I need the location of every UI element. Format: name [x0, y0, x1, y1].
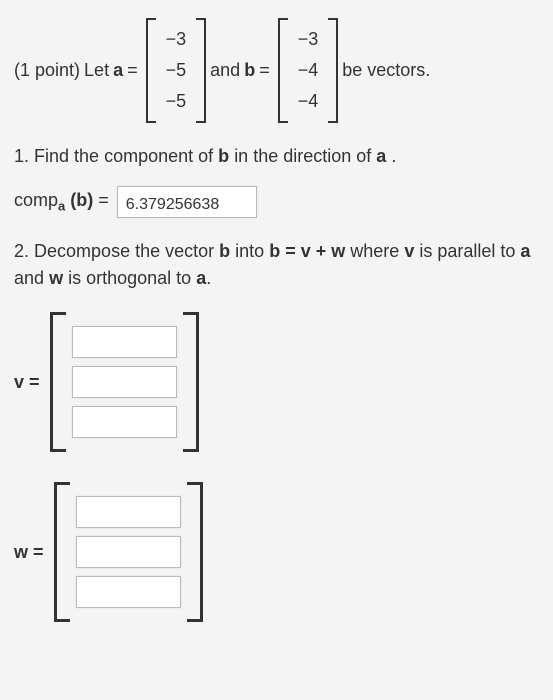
q2-text3: where [350, 241, 399, 261]
v-input-2[interactable] [72, 366, 177, 398]
question-1: 1. Find the component of b in the direct… [14, 143, 539, 170]
w-bracket [54, 482, 203, 622]
equals-sign: = [127, 57, 138, 84]
bracket-right [196, 18, 206, 123]
comp-prefix: comp [14, 190, 58, 210]
w-entries [70, 482, 187, 622]
bracket-left [278, 18, 288, 123]
comp-row: compa (b) = 6.379256638 [14, 186, 539, 218]
equals-sign: = [259, 57, 270, 84]
bracket-left [54, 482, 70, 622]
vector-entry: −3 [160, 24, 193, 55]
v-entries [66, 312, 183, 452]
v-input-row: v = [14, 312, 539, 452]
var-b: b [244, 57, 255, 84]
vector-entry: −3 [292, 24, 325, 55]
and-text: and [210, 57, 240, 84]
points-label: (1 point) [14, 57, 80, 84]
v-bracket [50, 312, 199, 452]
q2-text1: Decompose the vector [34, 241, 214, 261]
q2-v: v [404, 241, 414, 261]
q1-text: Find the component of [34, 146, 213, 166]
vector-entry: −4 [292, 86, 325, 117]
v-input-3[interactable] [72, 406, 177, 438]
w-input-3[interactable] [76, 576, 181, 608]
q2-b: b [219, 241, 230, 261]
bracket-right [187, 482, 203, 622]
problem-statement: (1 point) Let a = −3 −5 −5 and b = −3 −4… [14, 18, 539, 123]
v-label: v = [14, 369, 40, 396]
w-input-1[interactable] [76, 496, 181, 528]
w-input-row: w = [14, 482, 539, 622]
q2-dot: . [206, 268, 211, 288]
vector-entry: −4 [292, 55, 325, 86]
q1-number: 1. [14, 146, 29, 166]
vector-b-entries: −3 −4 −4 [288, 18, 329, 123]
q1-dot: . [391, 146, 396, 166]
tail-text: be vectors. [342, 57, 430, 84]
bracket-left [146, 18, 156, 123]
q2-number: 2. [14, 241, 29, 261]
question-2: 2. Decompose the vector b into b = v + w… [14, 238, 539, 292]
q2-w: w [49, 268, 63, 288]
vector-entry: −5 [160, 55, 193, 86]
q2-text4: is parallel to [419, 241, 515, 261]
let-text: Let [84, 57, 109, 84]
q1-mid: in the direction of [234, 146, 371, 166]
q2-a2: a [196, 268, 206, 288]
vector-a-entries: −3 −5 −5 [156, 18, 197, 123]
vector-a: −3 −5 −5 [146, 18, 207, 123]
q1-a: a [376, 146, 386, 166]
q2-eq: b = v + w [269, 241, 345, 261]
q2-text2: into [235, 241, 264, 261]
var-a: a [113, 57, 123, 84]
vector-b: −3 −4 −4 [278, 18, 339, 123]
comp-sub: a [58, 199, 65, 214]
q2-text5: and [14, 268, 44, 288]
bracket-left [50, 312, 66, 452]
equals-sign: = [98, 190, 109, 210]
q2-text6: is orthogonal to [68, 268, 191, 288]
q2-a: a [520, 241, 530, 261]
comp-arg: (b) [70, 190, 93, 210]
comp-input[interactable]: 6.379256638 [117, 186, 257, 218]
v-input-1[interactable] [72, 326, 177, 358]
comp-label: compa (b) = [14, 187, 109, 216]
vector-entry: −5 [160, 86, 193, 117]
w-label: w = [14, 539, 44, 566]
bracket-right [328, 18, 338, 123]
bracket-right [183, 312, 199, 452]
w-input-2[interactable] [76, 536, 181, 568]
q1-b: b [218, 146, 229, 166]
